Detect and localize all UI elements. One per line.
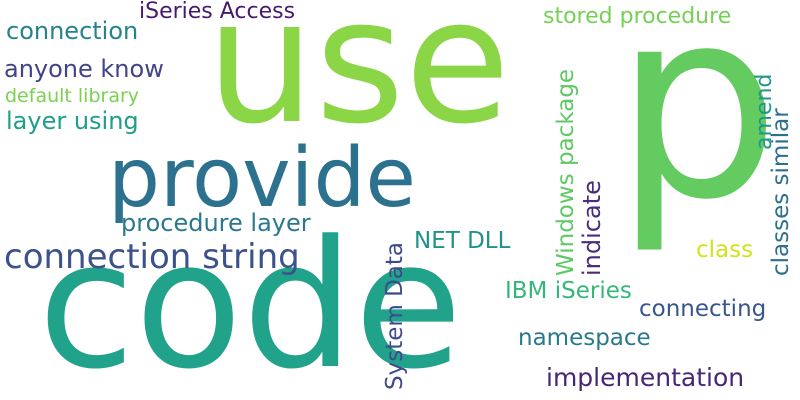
word-procedure-layer: procedure layer [121,209,311,237]
word-p: p [614,0,781,257]
word-classes-similar: classes similar [768,108,794,276]
word-indicate: indicate [578,180,606,276]
word-ibm-iseries: IBM iSeries [505,278,632,304]
word-windows-package: Windows package [553,68,579,276]
word-system-data: System Data [382,242,408,390]
word-namespace: namespace [518,325,651,351]
word-code: code [38,203,463,400]
word-provide: provide [108,131,416,226]
word-connecting: connecting [639,296,767,322]
word-layer-using: layer using [6,107,139,135]
word-net-dll: NET DLL [414,228,511,254]
word-default-library: default library [5,85,140,107]
word-connection: connection [6,17,139,45]
word-implementation: implementation [546,363,745,392]
word-anyone-know: anyone know [4,55,164,83]
word-stored-procedure: stored procedure [543,4,732,29]
word-iseries-access: iSeries Access [139,0,296,24]
word-class: class [696,237,754,263]
word-use: use [206,0,511,162]
word-connection-string: connection string [4,237,300,277]
